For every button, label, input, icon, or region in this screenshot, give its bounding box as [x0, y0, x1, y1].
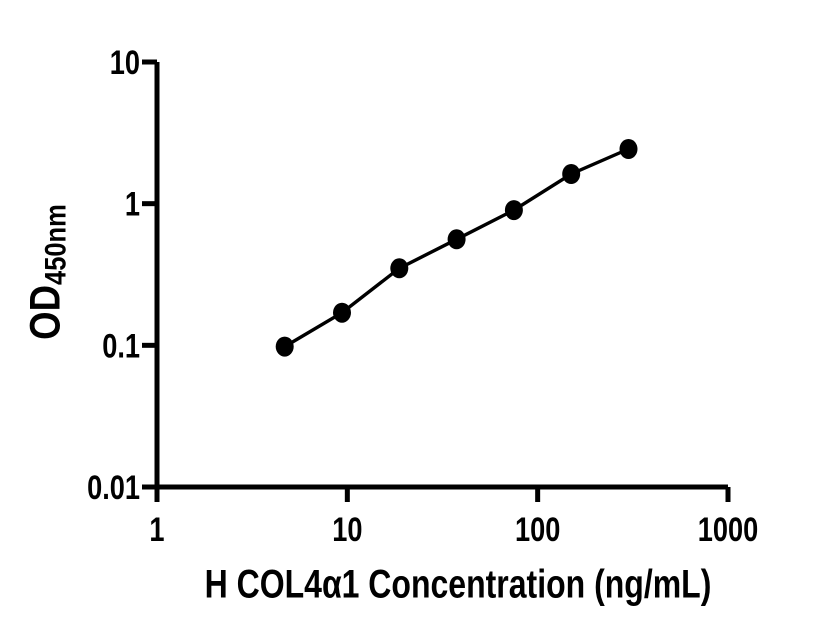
x-axis-title: H COL4α1 Concentration (ng/mL)	[204, 562, 712, 607]
x-tick-label: 100	[515, 510, 560, 549]
data-point-marker	[562, 164, 581, 184]
y-tick-label: 0.01	[87, 468, 140, 507]
y-tick-label: 10	[110, 43, 140, 82]
y-tick-label: 0.1	[102, 326, 140, 365]
data-point-marker	[275, 336, 294, 357]
y-tick-label: 1	[125, 185, 140, 224]
y-axis-title: OD450nm	[21, 204, 73, 340]
data-point-marker	[390, 258, 409, 279]
data-point-marker	[504, 200, 523, 221]
data-point-marker	[333, 302, 351, 323]
y-axis-title-main: OD	[21, 284, 70, 340]
x-tick-label: 1	[149, 510, 164, 549]
x-tick-label: 1000	[698, 510, 758, 549]
data-point-marker	[447, 229, 466, 250]
y-axis-title-subscript: 450nm	[39, 204, 73, 285]
x-tick-label: 10	[332, 510, 362, 549]
data-point-marker	[619, 139, 638, 159]
